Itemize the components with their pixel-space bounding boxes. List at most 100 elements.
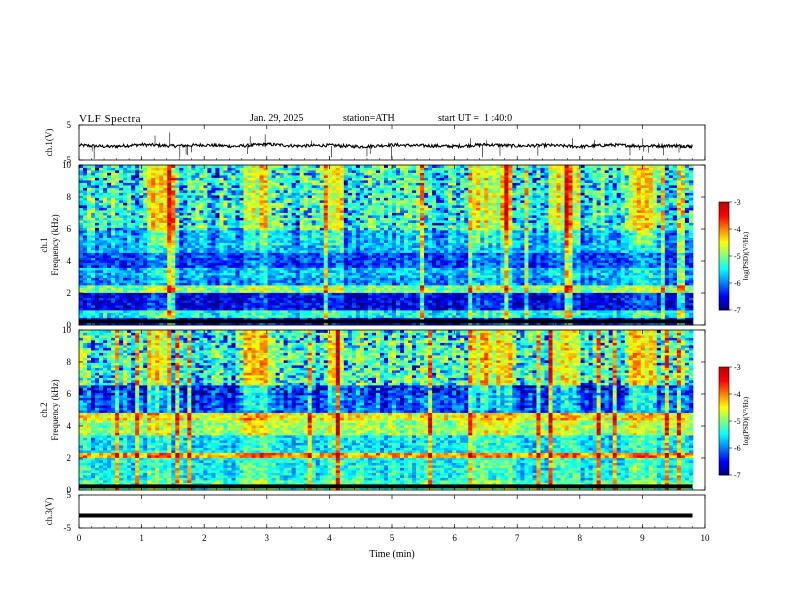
ch1-spec-psd-cell — [131, 230, 136, 233]
ch1-spec-psd-cell — [359, 317, 365, 321]
ch1-spec-psd-cell — [243, 170, 248, 173]
ch1-spec-psd-cell — [315, 300, 321, 303]
ch1-spec-psd-cell — [195, 315, 200, 318]
ch1-spec-psd-cell — [311, 295, 317, 298]
ch1-spec-psd-cell — [215, 177, 220, 181]
ch1-spec-psd-cell — [211, 187, 216, 191]
ch1-spec-psd-cell — [199, 290, 204, 293]
ch1-spec-psd-cell — [151, 227, 156, 231]
ch1-spec-psd-cell — [227, 180, 232, 183]
ch1-spec-psd-cell — [315, 290, 321, 293]
ch1-spec-psd-cell — [135, 167, 140, 171]
ch1-spec-psd-cell — [379, 192, 385, 196]
ch1-spec-psd-cell — [315, 245, 321, 248]
ch1-spec-psd-cell — [243, 285, 248, 288]
ch1-spec-psd-cell — [183, 275, 188, 278]
ch1-spec-psd-cell — [187, 312, 192, 316]
ch1-spec-psd-cell — [315, 262, 321, 266]
ch1-spec-psd-cell — [227, 317, 232, 321]
ch1-spec-psd-cell — [167, 185, 172, 188]
ch1-spec-psd-cell — [227, 312, 232, 316]
ch1-spec-psd-cell — [83, 270, 88, 273]
ch1-spec-psd-cell — [355, 172, 361, 176]
ch1-spec-psd-cell — [207, 275, 212, 278]
ch1-spec-psd-cell — [239, 287, 244, 291]
ch1-spec-psd-cell — [223, 237, 228, 241]
ch1-spec-psd-cell — [231, 297, 236, 301]
ch1-spec-psd-cell — [355, 317, 361, 321]
ch1-spec-psd-cell — [295, 265, 301, 268]
ch1-spec-psd-cell — [299, 277, 305, 281]
ch1-spec-psd-cell — [283, 305, 289, 308]
ch1-spec-psd-cell — [179, 230, 184, 233]
ch1-spec-psd-cell — [111, 212, 116, 216]
ch1-spec-psd-cell — [255, 242, 260, 246]
ch1-spec-psd-cell — [115, 270, 120, 273]
ch1-spec-psd-cell — [271, 245, 277, 248]
ch1-spec-psd-cell — [131, 190, 136, 193]
ch1-spec-psd-cell — [151, 255, 156, 258]
ch1-spec-psd-cell — [127, 220, 132, 223]
ch1-spec-psd-cell — [343, 190, 349, 193]
ch1-spec-psd-cell — [203, 315, 208, 318]
ch1-spec-psd-cell — [251, 307, 256, 311]
ch1-spec-psd-cell — [199, 280, 204, 283]
ch1-spec-psd-cell — [143, 257, 148, 261]
ch1-spec-psd-cell — [219, 285, 224, 288]
ch1-spec-psd-cell — [211, 250, 216, 253]
ch1-spec-psd-cell — [107, 172, 112, 176]
ch1-spec-psd-cell — [379, 217, 385, 221]
ch1-spec-psd-cell — [195, 292, 200, 296]
ch1-spec-psd-cell — [323, 302, 329, 306]
ch1-spec-psd-cell — [303, 310, 309, 313]
ch1-spec-psd-cell — [127, 250, 132, 253]
ch1-spec-psd-cell — [203, 220, 208, 223]
ch1-spec-psd-cell — [319, 212, 325, 216]
ch1-spec-psd-cell — [363, 287, 369, 291]
ch1-spec-psd-cell — [187, 202, 192, 206]
ch1-spec-psd-cell — [235, 182, 240, 186]
ch1-spec-psd-cell — [307, 205, 313, 208]
ch1-spec-psd-cell — [331, 315, 337, 318]
ch1-spec-psd-cell — [223, 185, 228, 188]
ch1-spec-psd-cell — [307, 215, 313, 218]
ch1-spec-psd-cell — [243, 302, 248, 306]
ch1-spec-psd-cell — [251, 217, 256, 221]
ch1-spec-psd-cell — [207, 280, 212, 283]
ch1-spec-psd-cell — [139, 290, 144, 293]
ch1-spec-psd-cell — [211, 237, 216, 241]
ch1-spec-psd-cell — [179, 165, 184, 168]
ch1-spec-psd-cell — [355, 227, 361, 231]
ch1-spec-psd-cell — [275, 227, 281, 231]
ch1-spec-psd-cell — [95, 230, 100, 233]
ch1-spec-psd-cell — [295, 192, 301, 196]
ch1-spec-psd-cell — [351, 280, 357, 283]
ch1-spec-psd-cell — [211, 257, 216, 261]
ch1-spec-psd-cell — [151, 310, 156, 313]
ch1-spec-psd-cell — [195, 302, 200, 306]
ch1-spec-psd-cell — [147, 175, 152, 178]
ch1-spec-psd-cell — [143, 285, 148, 288]
ch1-spec-psd-cell — [247, 287, 252, 291]
ch1-spec-psd-cell — [227, 237, 232, 241]
ch1-spec-psd-cell — [251, 295, 256, 298]
ch1-spec-psd-cell — [79, 177, 84, 181]
ch1-spec-psd-cell — [371, 312, 377, 316]
ch1-spec-psd-cell — [147, 270, 152, 273]
ch1-spec-psd-cell — [123, 215, 128, 218]
ch1-spec-psd-cell — [311, 280, 317, 283]
ch1-spec-psd-cell — [247, 307, 252, 311]
ch1-spec-psd-cell — [311, 165, 317, 168]
ch1-spec-psd-cell — [107, 170, 112, 173]
ch1-spec-psd-cell — [255, 310, 260, 313]
ch1-spec-psd-cell — [295, 210, 301, 213]
ch1-spec-psd-cell — [307, 182, 313, 186]
ch1-spec-psd-cell — [343, 312, 349, 316]
ch1-spec-psd-cell — [159, 177, 164, 181]
ch1-spec-psd-cell — [79, 307, 84, 311]
ch1-spec-psd-cell — [139, 255, 144, 258]
ch1-spec-psd-cell — [347, 322, 353, 326]
ch1-spec-psd-cell — [159, 287, 164, 291]
ch1-spec-psd-cell — [275, 225, 281, 228]
ch1-spec-psd-cell — [275, 315, 281, 318]
